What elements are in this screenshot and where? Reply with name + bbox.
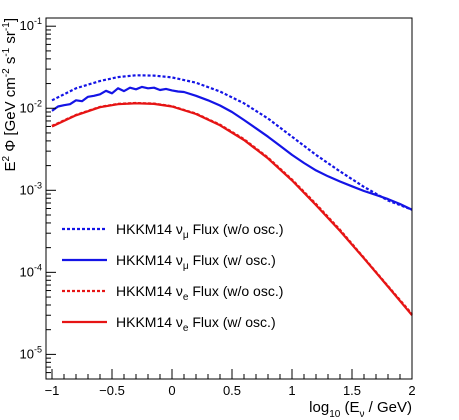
series-line-4 <box>51 102 413 316</box>
legend-label-3: HKKM14 νe Flux (w/o osc.) <box>116 283 283 303</box>
x-tick-label: −1 <box>45 383 60 398</box>
x-axis-title: log10 (Eν / GeV) <box>309 399 412 420</box>
legend-label-2: HKKM14 νμ Flux (w/ osc.) <box>116 252 276 272</box>
x-tick-label: 1 <box>288 383 295 398</box>
y-axis-title: E2 Φ [GeV cm-2 s-1 sr-1] <box>1 18 19 171</box>
x-tick-label: −0.5 <box>99 383 125 398</box>
x-tick-label: 0 <box>168 383 175 398</box>
x-tick-label: 0.5 <box>223 383 241 398</box>
x-tick-label: 1.5 <box>343 383 361 398</box>
y-tick-label: 10-1 <box>20 16 42 33</box>
x-tick-label: 2 <box>408 383 415 398</box>
series-layer <box>51 74 413 316</box>
legend: HKKM14 νμ Flux (w/o osc.) HKKM14 νμ Flux … <box>62 221 284 334</box>
legend-label-1: HKKM14 νμ Flux (w/o osc.) <box>116 221 284 241</box>
legend-label-4: HKKM14 νe Flux (w/ osc.) <box>116 314 276 334</box>
y-tick-label: 10-5 <box>20 344 42 361</box>
y-tick-label: 10-2 <box>20 98 42 115</box>
y-tick-label: 10-4 <box>20 262 42 279</box>
tick-layer: −1 −0.5 0 0.5 1 1.5 2 10-5 10-4 10-3 10-2 10-1 <box>20 16 416 398</box>
y-tick-label: 10-3 <box>20 180 42 197</box>
series-line-2 <box>51 85 413 211</box>
